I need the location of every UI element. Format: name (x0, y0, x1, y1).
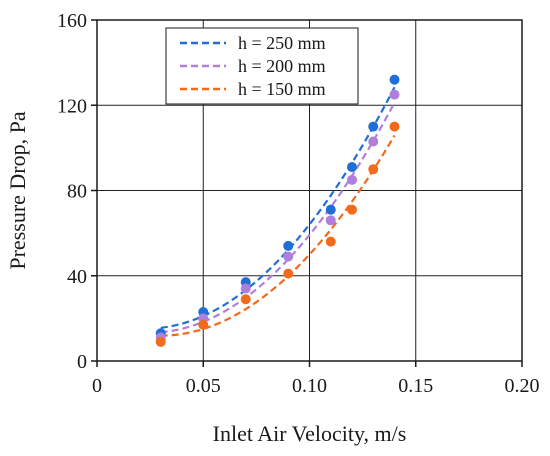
data-point-series-0 (325, 204, 336, 215)
data-point-series-1 (283, 251, 294, 262)
x-tick-label: 0.20 (505, 375, 540, 397)
y-axis-label: Pressure Drop, Pa (5, 111, 30, 269)
data-point-series-0 (368, 121, 379, 132)
y-tick-label: 160 (57, 10, 87, 32)
fit-curve-series-1 (160, 102, 396, 334)
fit-curve-series-0 (160, 86, 396, 329)
y-tick-label: 0 (77, 351, 87, 373)
data-point-series-2 (198, 319, 209, 330)
x-tick-label: 0 (92, 375, 102, 397)
y-tick-label: 120 (57, 95, 87, 117)
fit-curve-series-2 (160, 134, 396, 337)
fit-curves (160, 86, 396, 337)
data-points (155, 74, 400, 347)
x-tick-label: 0.15 (398, 375, 433, 397)
data-point-series-2 (389, 121, 400, 132)
data-point-series-2 (325, 236, 336, 247)
data-point-series-0 (389, 74, 400, 85)
data-point-series-1 (240, 283, 251, 294)
x-axis-label: Inlet Air Velocity, m/s (213, 421, 407, 446)
data-point-series-1 (325, 215, 336, 226)
data-point-series-2 (155, 336, 166, 347)
data-point-series-1 (389, 89, 400, 100)
x-tick-label: 0.10 (292, 375, 327, 397)
axis-ticks: 0 0.05 0.10 0.15 0.20 0 40 80 120 160 (57, 10, 540, 397)
data-point-series-0 (283, 240, 294, 251)
data-point-series-2 (240, 294, 251, 305)
data-point-series-2 (368, 164, 379, 175)
legend-label: h = 150 mm (238, 79, 326, 99)
data-point-series-1 (347, 174, 357, 185)
legend-label: h = 250 mm (238, 33, 326, 53)
legend-label: h = 200 mm (238, 56, 326, 76)
data-point-series-1 (368, 136, 379, 147)
x-tick-label: 0.05 (186, 375, 221, 397)
y-tick-label: 40 (67, 266, 87, 288)
data-point-series-0 (347, 162, 357, 173)
data-point-series-2 (283, 268, 294, 279)
legend: h = 250 mm h = 200 mm h = 150 mm (165, 27, 359, 105)
y-tick-label: 80 (67, 181, 87, 203)
data-point-series-2 (347, 204, 357, 215)
